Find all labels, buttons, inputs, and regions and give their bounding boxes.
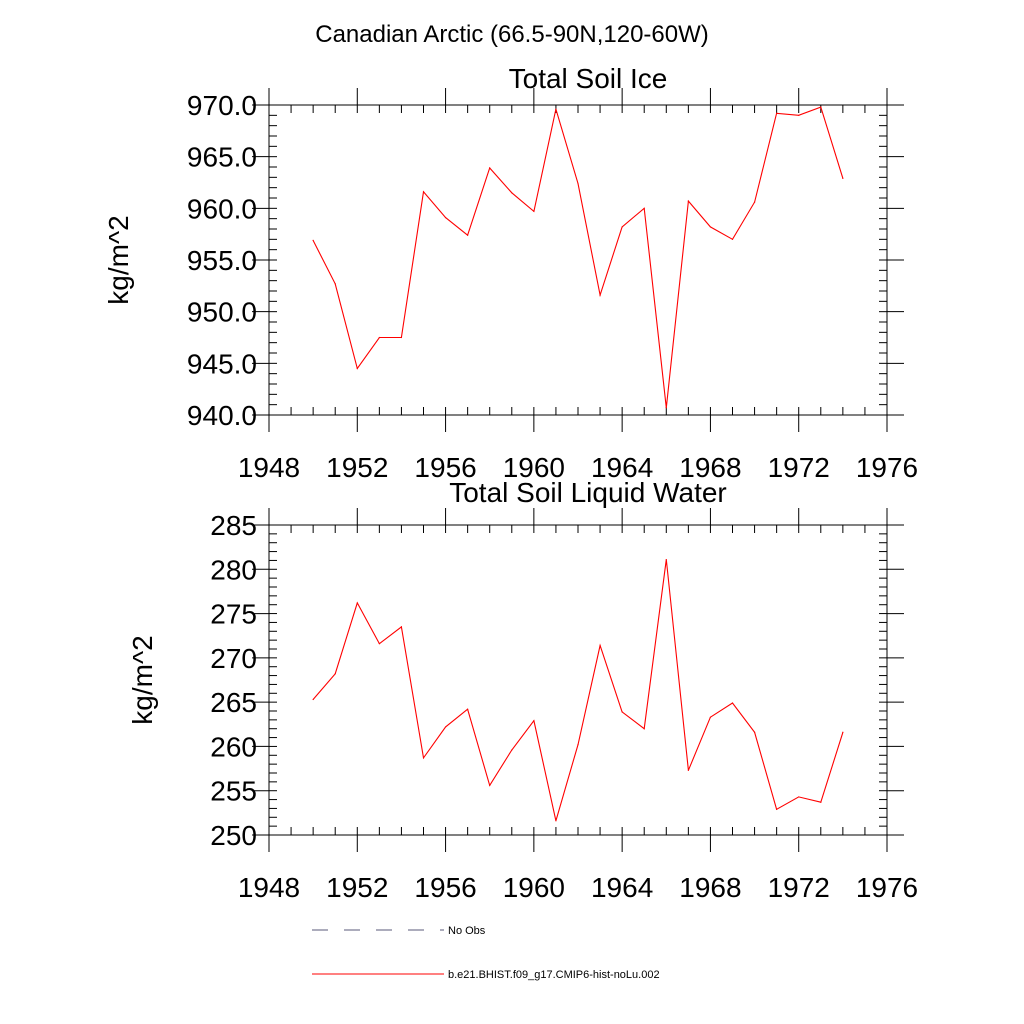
y-tick-label: 965.0 <box>187 142 257 173</box>
x-tick-label: 1952 <box>326 872 388 903</box>
y-tick-label: 955.0 <box>187 245 257 276</box>
data-point <box>422 191 425 193</box>
y-axis-label: kg/m^2 <box>103 215 134 304</box>
data-point <box>533 210 535 213</box>
y-axis-label: kg/m^2 <box>127 635 158 724</box>
data-point <box>356 602 358 604</box>
x-tick-label: 1964 <box>591 872 653 903</box>
data-point <box>400 626 403 628</box>
y-tick-label: 265 <box>210 687 257 718</box>
y-tick-label: 260 <box>210 731 257 762</box>
data-point <box>489 784 491 787</box>
data-point <box>511 749 513 751</box>
data-point <box>798 796 800 798</box>
data-point <box>687 200 689 202</box>
x-tick-label: 1972 <box>768 872 830 903</box>
data-point <box>820 106 822 108</box>
x-tick-label: 1948 <box>238 872 300 903</box>
x-tick-label: 1976 <box>856 872 918 903</box>
chart-panels: Total Soil Ice kg/m^2 940.0 945.0 950.0 955.0… <box>103 63 918 903</box>
data-point <box>731 702 734 704</box>
data-point <box>798 114 800 116</box>
plot-frame <box>268 104 888 416</box>
data-point <box>687 769 689 771</box>
y-tick-label: 940.0 <box>187 400 257 431</box>
x-tick-label: 1968 <box>679 872 741 903</box>
data-point <box>776 808 778 810</box>
data-point <box>731 238 734 240</box>
data-point <box>621 226 623 228</box>
y-tick-label: 255 <box>210 776 257 807</box>
data-point <box>378 643 380 645</box>
data-point <box>665 558 667 561</box>
x-tick-label: 1960 <box>503 872 565 903</box>
x-tick-label: 1952 <box>326 452 388 483</box>
data-point <box>577 744 579 746</box>
data-point <box>820 801 822 803</box>
data-point <box>709 226 712 228</box>
y-tick-label: 285 <box>210 510 257 541</box>
y-tick-label: 950.0 <box>187 297 257 328</box>
y-tick-label: 270 <box>210 643 257 674</box>
data-point <box>356 367 358 370</box>
x-tick-label: 1960 <box>503 452 565 483</box>
x-tick-label: 1964 <box>591 452 653 483</box>
x-tick-label: 1972 <box>768 452 830 483</box>
data-point <box>643 728 645 730</box>
data-point <box>511 192 513 194</box>
x-tick-label: 1956 <box>414 452 476 483</box>
data-point <box>312 698 314 701</box>
data-point <box>489 167 491 169</box>
legend: No Obs b.e21.BHIST.f09_g17.CMIP6-hist-noL… <box>312 925 660 981</box>
data-point <box>776 112 778 114</box>
data-point <box>444 217 447 219</box>
data-point <box>842 731 844 733</box>
data-point <box>467 708 469 710</box>
x-tick-label: 1948 <box>238 452 300 483</box>
plot-frame <box>268 524 888 836</box>
panel-title: Total Soil Liquid Water <box>449 477 727 508</box>
data-point <box>334 673 336 675</box>
y-tick-label: 945.0 <box>187 348 257 379</box>
data-point <box>533 720 535 722</box>
data-point <box>400 336 403 339</box>
data-point <box>577 182 579 185</box>
data-point <box>378 336 380 339</box>
legend-label: b.e21.BHIST.f09_g17.CMIP6-hist-noLu.002 <box>448 969 660 981</box>
panel-title: Total Soil Ice <box>509 63 668 94</box>
series-line <box>312 106 844 408</box>
y-tick-label: 275 <box>210 599 257 630</box>
data-point <box>599 294 601 296</box>
data-point <box>842 177 844 179</box>
data-point <box>753 731 756 733</box>
data-point <box>555 820 557 822</box>
data-point <box>665 407 667 409</box>
data-point <box>621 711 623 713</box>
chart-panel-1: Total Soil Ice kg/m^2 940.0 945.0 950.0 955.0… <box>103 63 918 483</box>
y-tick-label: 970.0 <box>187 90 257 121</box>
chart-panel-2: Total Soil Liquid Water kg/m^2 250 255 260 26… <box>127 477 918 903</box>
x-tick-label: 1956 <box>414 872 476 903</box>
data-point <box>709 716 712 718</box>
y-tick-label: 960.0 <box>187 193 257 224</box>
data-point <box>312 239 314 241</box>
y-tick-label: 280 <box>210 554 257 585</box>
data-point <box>753 201 756 203</box>
data-point <box>643 207 645 209</box>
x-tick-label: 1976 <box>856 452 918 483</box>
figure-title: Canadian Arctic (66.5-90N,120-60W) <box>315 21 709 48</box>
y-tick-label: 250 <box>210 820 257 851</box>
data-point <box>422 757 425 759</box>
data-point <box>444 726 447 728</box>
legend-label: No Obs <box>448 925 486 937</box>
data-point <box>599 644 601 647</box>
data-point <box>555 108 557 110</box>
x-tick-label: 1968 <box>679 452 741 483</box>
series-line <box>312 559 844 821</box>
data-point <box>334 283 336 285</box>
data-point <box>467 234 469 236</box>
